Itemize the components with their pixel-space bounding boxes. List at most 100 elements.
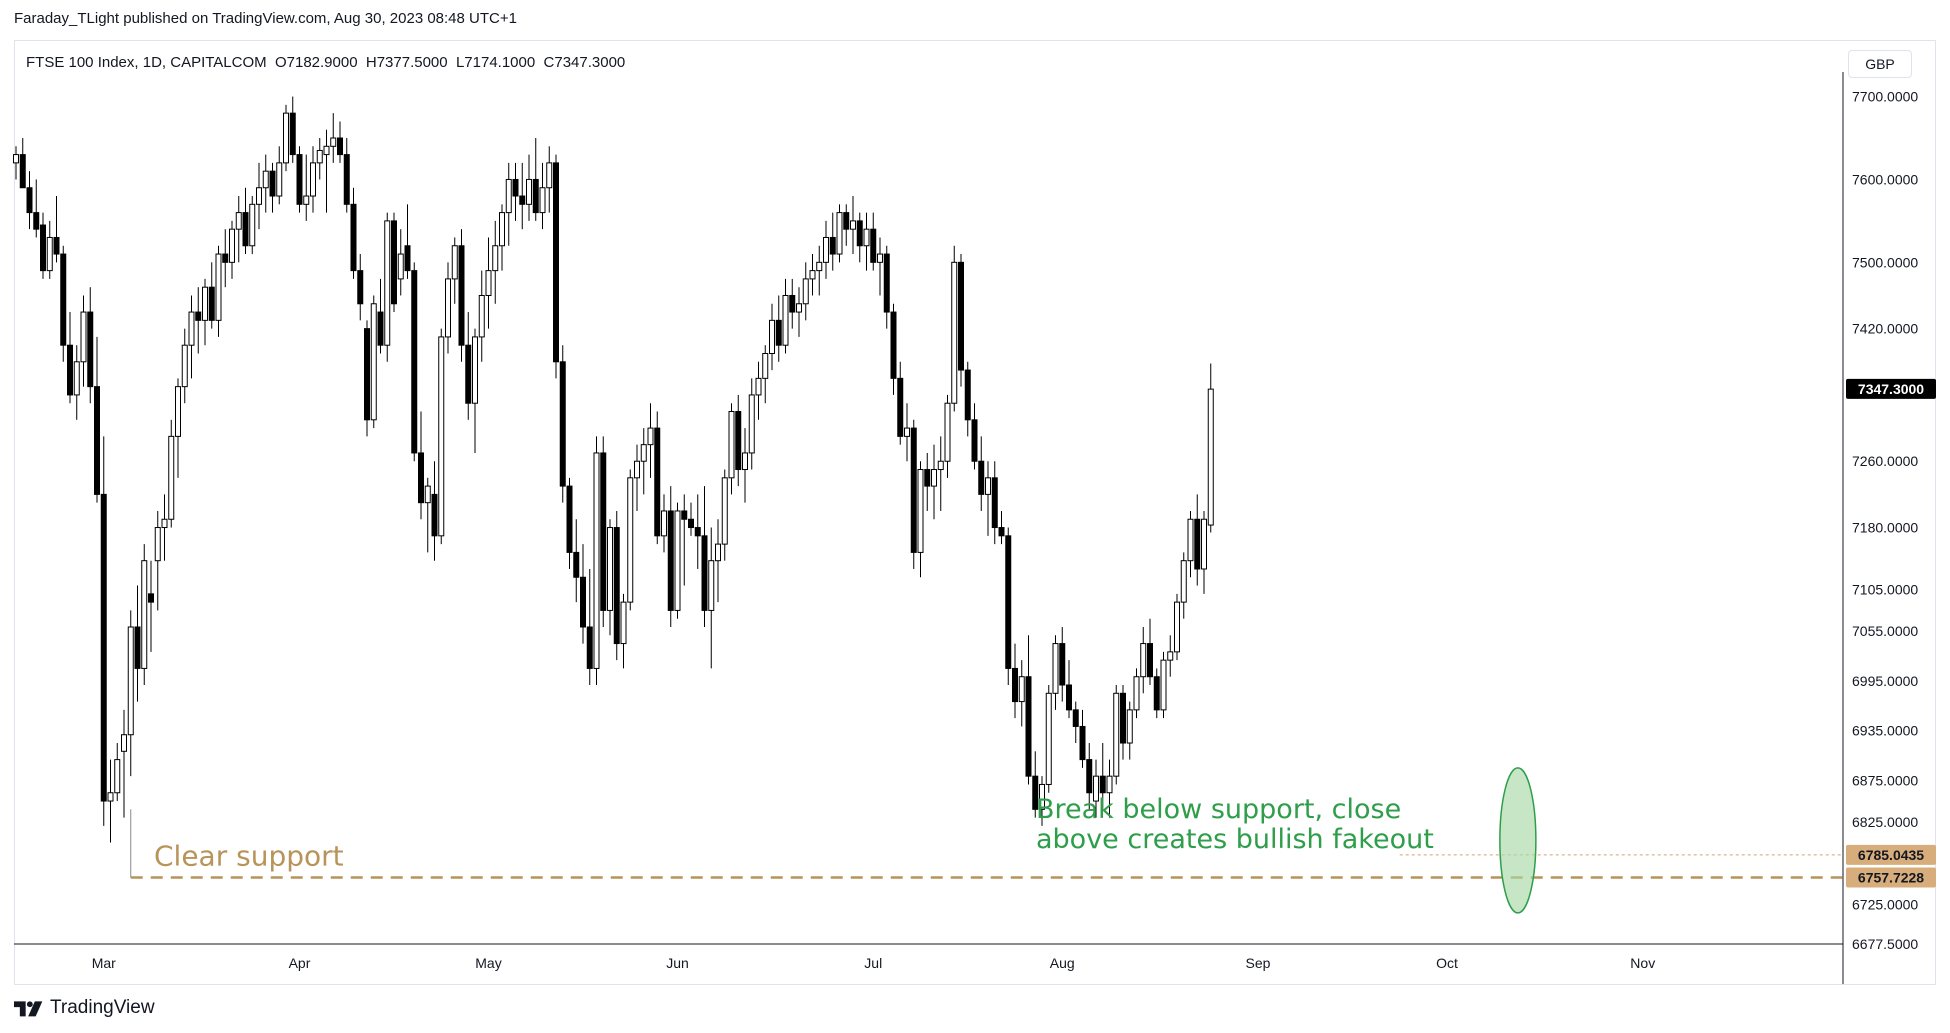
month-tick-label: Aug [1050, 955, 1075, 971]
candle-body [586, 626, 593, 669]
candle [647, 403, 654, 478]
candle [694, 494, 701, 569]
candle [107, 759, 114, 843]
candle [478, 270, 485, 362]
candle [1160, 651, 1167, 719]
level-badge-lower-label: 6757.7228 [1858, 870, 1924, 886]
candle-body [836, 212, 843, 255]
candle [276, 146, 283, 205]
month-tick-label: Apr [289, 955, 311, 971]
candle-body [951, 261, 958, 404]
candle [708, 527, 715, 669]
candle-body [829, 236, 836, 255]
published-by-caption: Faraday_TLight published on TradingView.… [14, 10, 517, 27]
candle-body [499, 212, 505, 247]
candle [337, 121, 343, 163]
candle-body [904, 427, 910, 437]
candle [1093, 759, 1099, 818]
candle [890, 303, 897, 395]
candle-body [391, 220, 397, 305]
candle [1187, 510, 1194, 578]
candle-body [512, 178, 519, 197]
candle [640, 428, 647, 495]
tradingview-logo[interactable]: TradingView [14, 997, 155, 1019]
candle [512, 162, 519, 221]
candle [836, 204, 843, 263]
candle [438, 328, 445, 545]
candle [100, 436, 107, 826]
candle-body [647, 427, 654, 446]
candle-body [883, 253, 890, 313]
candle-body [256, 187, 262, 205]
fakeout-annotation-line: Break below support, close [1036, 794, 1401, 825]
price-badges: 7347.3000 6785.0435 6757.7228 [1846, 378, 1936, 888]
candle-body [789, 294, 796, 313]
candle [931, 444, 937, 520]
candle-body [195, 311, 202, 321]
candle-body [870, 228, 877, 263]
candle [870, 212, 877, 271]
candle [978, 436, 985, 511]
candle [728, 403, 735, 495]
candle [424, 477, 431, 553]
candle-body [917, 469, 924, 553]
candle-body [1126, 709, 1133, 744]
candle [485, 237, 492, 329]
candle-body [1153, 676, 1160, 711]
tradingview-logo-text: TradingView [50, 997, 155, 1018]
price-tick-label: 7500.0000 [1852, 254, 1918, 270]
candle [998, 510, 1005, 545]
candle-body [1012, 667, 1018, 703]
candle [188, 295, 195, 379]
candle [985, 461, 991, 536]
candle-body [337, 137, 343, 156]
candle-body [445, 278, 451, 338]
candle [627, 469, 634, 611]
candle [316, 138, 323, 180]
price-tick-label: 7600.0000 [1852, 171, 1918, 187]
candle-body [60, 253, 67, 346]
candle-body [1072, 709, 1079, 727]
candle-body [958, 261, 964, 371]
month-tick-label: Mar [92, 955, 116, 971]
candle [674, 502, 681, 619]
candle-body [755, 377, 762, 396]
month-tick-label: Jun [666, 955, 689, 971]
candle-body [114, 759, 121, 794]
candle [620, 593, 627, 669]
candle-body [19, 154, 26, 189]
candle [856, 212, 863, 263]
candle [755, 361, 762, 420]
price-tick-label: 7420.0000 [1852, 321, 1918, 337]
candle-body [121, 734, 127, 752]
candle-body [762, 352, 769, 379]
candle-body [823, 236, 829, 263]
candle [532, 138, 539, 221]
candle [991, 461, 998, 545]
currency-button[interactable]: GBP [1848, 50, 1912, 78]
candle [748, 378, 755, 470]
candle [553, 154, 559, 379]
candle-body [890, 311, 897, 379]
candle-body [148, 593, 154, 603]
candle-body [978, 460, 985, 495]
candle [1072, 701, 1079, 744]
price-tick-label: 6725.0000 [1852, 897, 1918, 913]
candle-body [708, 560, 715, 611]
candle-body [877, 253, 883, 263]
candle [1167, 635, 1174, 677]
support-layer [130, 809, 1843, 879]
candle [303, 154, 310, 221]
candle-body [154, 527, 161, 562]
candle-body [1039, 783, 1045, 810]
level-badge-upper-label: 6785.0435 [1858, 847, 1924, 863]
candle-body [1180, 560, 1187, 603]
candle [613, 510, 620, 661]
candle [917, 461, 924, 578]
candle [229, 220, 235, 279]
level-badge-upper-bg [1846, 844, 1936, 865]
candle-body [1018, 676, 1025, 703]
candle [404, 204, 411, 279]
candle [843, 204, 850, 246]
